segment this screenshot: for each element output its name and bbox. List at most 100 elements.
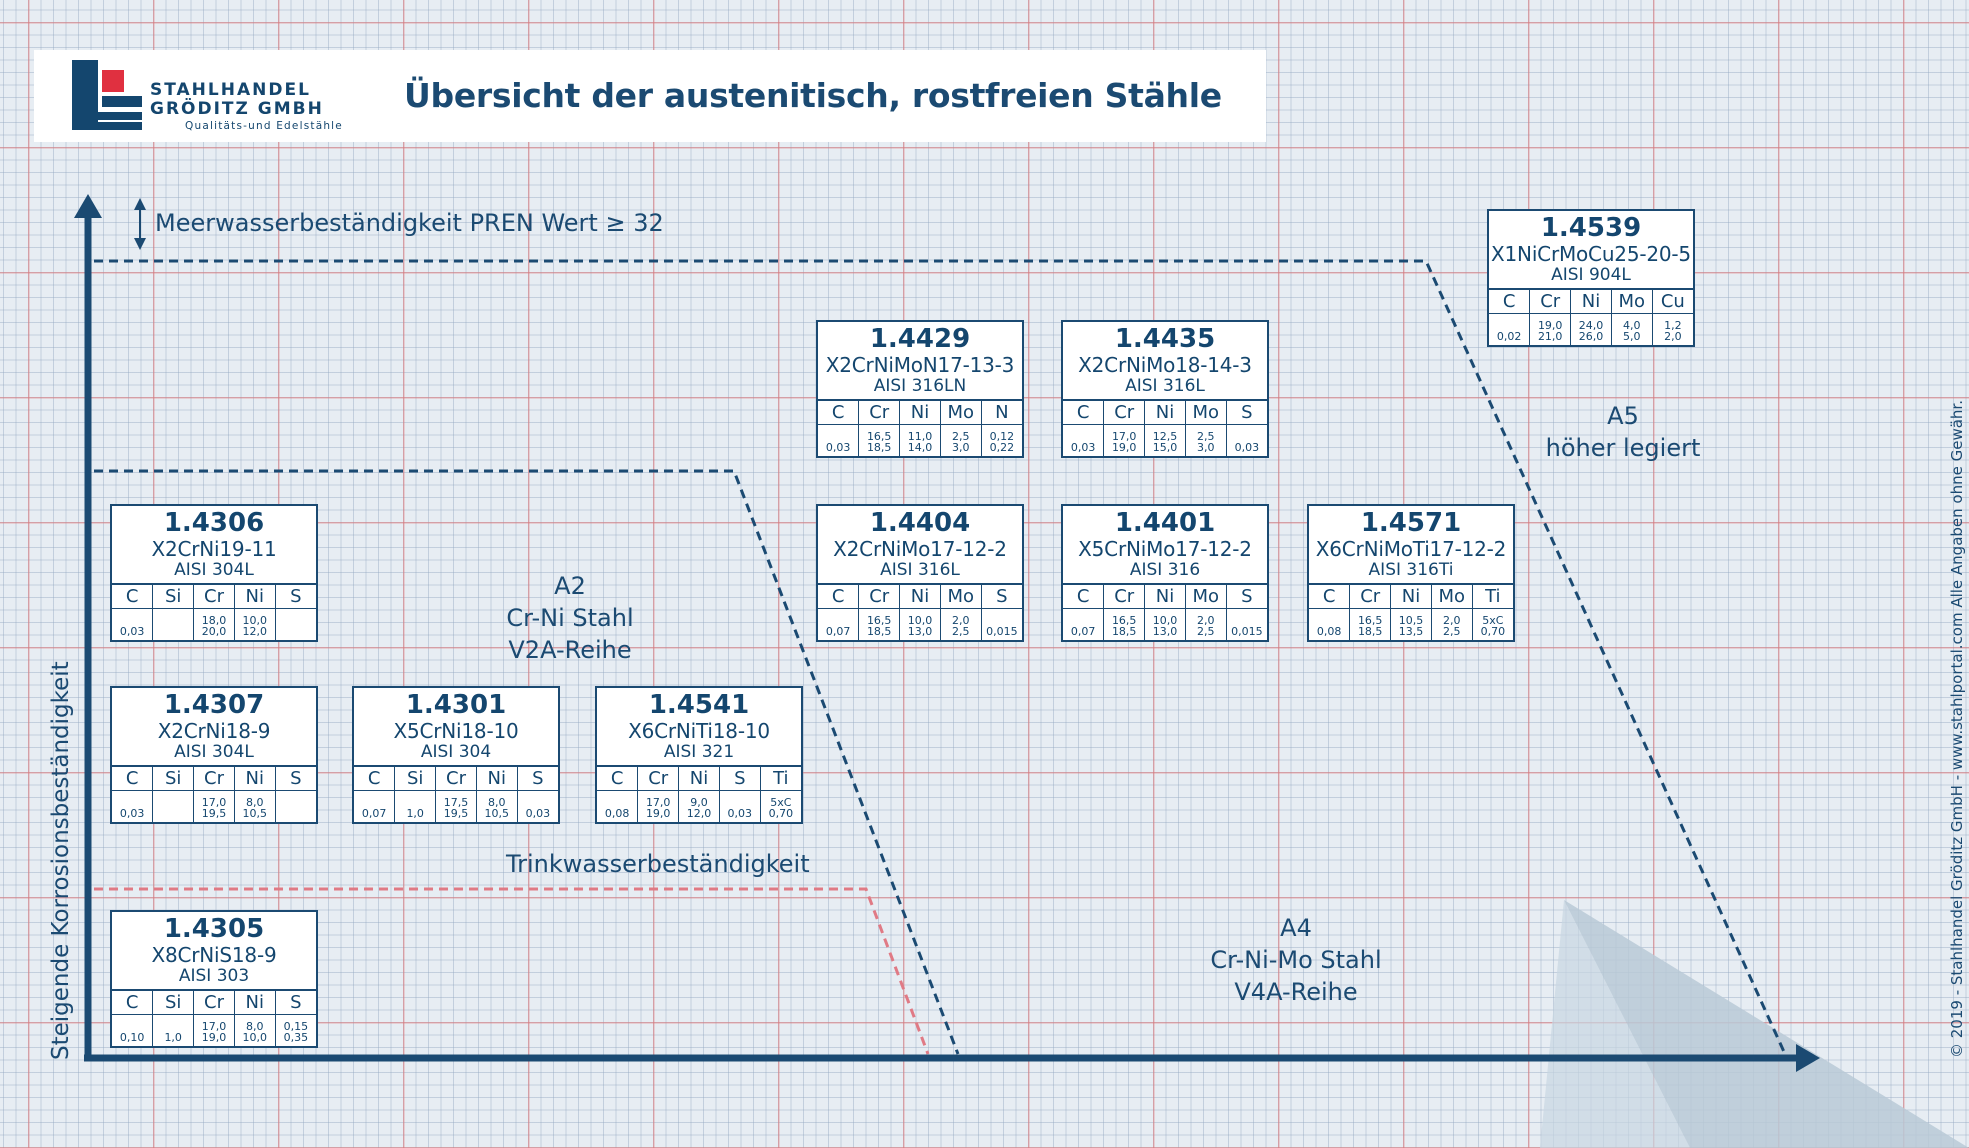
element-value: 0,03 (112, 790, 154, 822)
element-row: C Cr Ni Mo N (818, 399, 1022, 425)
material-number: 1.4541 (648, 690, 750, 720)
element-value: 16,5 18,5 (858, 424, 901, 456)
company-logo[interactable]: STAHLHANDEL GRÖDITZ GMBH Qualitäts-und E… (72, 60, 342, 132)
element-value: 0,015 (1225, 608, 1267, 640)
element-symbol: S (980, 583, 1022, 609)
element-value: 2,5 3,0 (1184, 424, 1227, 456)
element-value: 1,0 (394, 790, 437, 822)
element-symbol: N (980, 399, 1022, 425)
material-card-1-4305[interactable]: 1.4305 X8CrNiS18-9 AISI 303 C Si Cr Ni S 0,10 1,0… (110, 910, 318, 1048)
element-symbol: Ni (1144, 583, 1186, 609)
element-symbol: C (818, 583, 860, 609)
material-number: 1.4404 (869, 508, 971, 538)
material-designation: X6CrNiMoTi17-12-2 (1315, 537, 1507, 561)
composition-table: C Si Cr Ni S 0,03 18,0 20,0 10,0 12,0 (112, 583, 316, 640)
element-row: C Si Cr Ni S (354, 765, 558, 791)
composition-table: C Cr Ni Mo S 0,03 17,0 19,0 12,5 15,0 2,5 3,0 0,0… (1063, 399, 1267, 456)
material-aisi: AISI 904L (1551, 265, 1631, 285)
element-symbol: C (1063, 583, 1105, 609)
material-number: 1.4539 (1540, 213, 1642, 243)
material-card-1-4307[interactable]: 1.4307 X2CrNi18-9 AISI 304L C Si Cr Ni S 0,03 17,… (110, 686, 318, 824)
material-card-1-4306[interactable]: 1.4306 X2CrNi19-11 AISI 304L C Si Cr Ni S 0,03 18… (110, 504, 318, 642)
material-aisi: AISI 304L (174, 742, 254, 762)
element-value: 0,07 (354, 790, 396, 822)
element-symbol: Mo (1184, 583, 1227, 609)
element-value: 2,0 2,5 (1430, 608, 1473, 640)
material-card-1-4404[interactable]: 1.4404 X2CrNiMo17-12-2 AISI 316L C Cr Ni Mo S 0,… (816, 504, 1024, 642)
logo-name-line1: STAHLHANDEL (150, 80, 311, 100)
a4-boundary-line (94, 469, 960, 1055)
value-row: 0,08 16,5 18,5 10,5 13,5 2,0 2,5 5xC 0,70 (1309, 608, 1513, 640)
copyright-note: © 2019 - Stahlhandel Gröditz GmbH - www.… (1948, 400, 1966, 1058)
material-aisi: AISI 316L (1125, 376, 1205, 396)
element-value (274, 608, 316, 640)
element-value: 0,03 (516, 790, 558, 822)
material-aisi: AISI 316Ti (1368, 560, 1454, 580)
element-symbol: C (1489, 288, 1531, 314)
zone-a5-code: A5 (1607, 402, 1639, 430)
composition-table: C Si Cr Ni S 0,10 1,0 17,0 19,0 8,0 10,0 0,15 0,3… (112, 989, 316, 1046)
element-symbol: Cr (1349, 583, 1392, 609)
element-value: 19,0 21,0 (1529, 313, 1572, 345)
element-row: C Cr Ni Mo S (1063, 583, 1267, 609)
material-aisi: AISI 321 (663, 742, 735, 762)
element-symbol: Ni (899, 399, 941, 425)
element-value: 0,10 (112, 1014, 154, 1046)
element-value: 11,0 14,0 (899, 424, 941, 456)
element-value: 2,5 3,0 (939, 424, 982, 456)
zone-a4-code: A4 (1280, 914, 1312, 942)
element-value: 4,0 5,0 (1610, 313, 1653, 345)
material-designation: X1NiCrMoCu25-20-5 (1491, 242, 1691, 266)
element-value: 0,015 (980, 608, 1022, 640)
element-value: 2,0 2,5 (939, 608, 982, 640)
element-value: 9,0 12,0 (678, 790, 720, 822)
element-symbol: Cr (637, 765, 680, 791)
composition-table: C Cr Ni S Ti 0,08 17,0 19,0 9,0 12,0 0,03 5xC 0,7… (597, 765, 801, 822)
element-value: 1,2 2,0 (1651, 313, 1693, 345)
element-symbol: C (354, 765, 396, 791)
composition-table: C Cr Ni Mo N 0,03 16,5 18,5 11,0 14,0 2,5 3,0 0,1… (818, 399, 1022, 456)
material-card-1-4435[interactable]: 1.4435 X2CrNiMo18-14-3 AISI 316L C Cr Ni Mo S 0,… (1061, 320, 1269, 458)
element-value: 16,5 18,5 (1103, 608, 1146, 640)
y-axis (74, 194, 102, 1058)
material-card-1-4541[interactable]: 1.4541 X6CrNiTi18-10 AISI 321 C Cr Ni S Ti 0,08 1… (595, 686, 803, 824)
composition-table: C Cr Ni Mo S 0,07 16,5 18,5 10,0 13,0 2,0 2,5 0,0… (1063, 583, 1267, 640)
zone-a2-code: A2 (554, 572, 586, 600)
composition-table: C Si Cr Ni S 0,07 1,0 17,5 19,5 8,0 10,5 0,03 (354, 765, 558, 822)
element-symbol: Mo (1430, 583, 1473, 609)
composition-table: C Cr Ni Mo Cu 0,02 19,0 21,0 24,0 26,0 4,0 5,0 1,… (1489, 288, 1693, 345)
material-designation: X2CrNi19-11 (151, 537, 277, 561)
element-value: 0,07 (818, 608, 860, 640)
material-card-1-4401[interactable]: 1.4401 X5CrNiMo17-12-2 AISI 316 C Cr Ni Mo S 0,0… (1061, 504, 1269, 642)
element-value: 0,08 (1309, 608, 1351, 640)
element-symbol: Ni (1144, 399, 1186, 425)
material-card-1-4539[interactable]: 1.4539 X1NiCrMoCu25-20-5 AISI 904L C Cr Ni Mo C… (1487, 209, 1695, 347)
element-value: 5xC 0,70 (759, 790, 801, 822)
material-aisi: AISI 304L (174, 560, 254, 580)
material-card-1-4301[interactable]: 1.4301 X5CrNi18-10 AISI 304 C Si Cr Ni S 0,07 1,0… (352, 686, 560, 824)
material-card-1-4571[interactable]: 1.4571 X6CrNiMoTi17-12-2 AISI 316Ti C Cr Ni Mo… (1307, 504, 1515, 642)
material-card-1-4429[interactable]: 1.4429 X2CrNiMoN17-13-3 AISI 316LN C Cr Ni Mo N… (816, 320, 1024, 458)
material-number: 1.4435 (1114, 324, 1216, 354)
drinking-water-boundary-line (94, 887, 930, 1055)
material-number: 1.4401 (1114, 508, 1216, 538)
drinking-water-label: Trinkwasserbeständigkeit (506, 850, 810, 878)
element-symbol: Si (152, 765, 195, 791)
element-value: 0,03 (818, 424, 860, 456)
element-symbol: Mo (1610, 288, 1653, 314)
element-symbol: Ni (475, 765, 518, 791)
material-designation: X8CrNiS18-9 (151, 943, 277, 967)
value-row: 0,03 17,0 19,5 8,0 10,5 (112, 790, 316, 822)
material-aisi: AISI 304 (420, 742, 492, 762)
composition-table: C Si Cr Ni S 0,03 17,0 19,5 8,0 10,5 (112, 765, 316, 822)
element-row: C Si Cr Ni S (112, 583, 316, 609)
a5-boundary-line (94, 259, 1787, 1055)
zone-a5-desc: höher legiert (1545, 434, 1701, 462)
element-symbol: Cr (1529, 288, 1572, 314)
value-row: 0,03 17,0 19,0 12,5 15,0 2,5 3,0 0,03 (1063, 424, 1267, 456)
composition-table: C Cr Ni Mo S 0,07 16,5 18,5 10,0 13,0 2,0 2,5 0,0… (818, 583, 1022, 640)
material-designation: X5CrNiMo17-12-2 (1078, 537, 1252, 561)
value-row: 0,02 19,0 21,0 24,0 26,0 4,0 5,0 1,2 2,0 (1489, 313, 1693, 345)
element-symbol: S (274, 583, 316, 609)
element-row: C Cr Ni Mo Ti (1309, 583, 1513, 609)
